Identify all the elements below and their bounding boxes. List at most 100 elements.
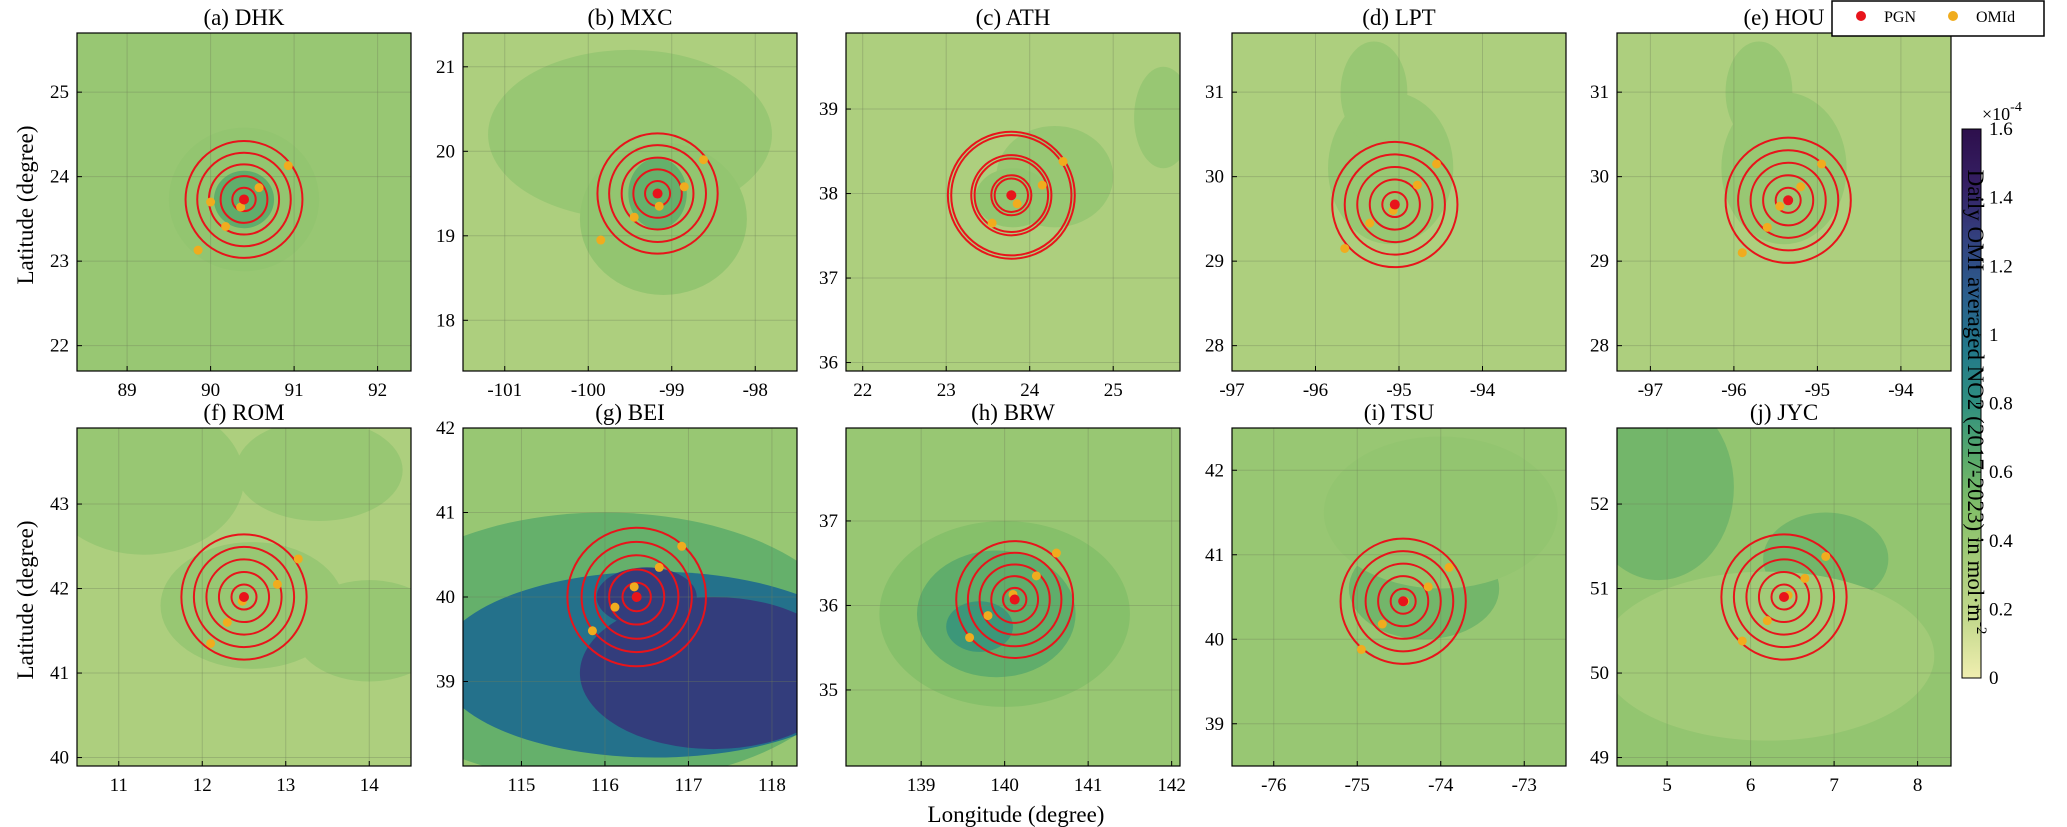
omid-point [1737,248,1747,258]
omid-point [587,626,597,636]
colorbar-label-sup: -2 [1973,622,1989,635]
omid-point [1762,616,1772,626]
distance-ring [1724,136,1852,264]
colorbar-tick-label: 0.6 [1989,462,2013,483]
contour-region [1134,66,1180,169]
colorbar-exponent-base: ×10 [1982,104,2010,124]
colorbar-label-text: Daily OMI averaged NO2 (2017-2023) in mo… [1963,170,1988,622]
colorbar-exponent-power: -4 [2010,100,2022,115]
pgn-site-point [239,194,249,205]
legend-label-omid: OMId [1976,9,2015,26]
panel-field [1232,428,1566,766]
omid-point [1796,182,1806,192]
distance-ring [1389,587,1417,615]
panel-5: -97 -96 -95 -94 28 29 30 31 (e) HOU [1590,5,1952,401]
colorbar-tick-label: 0.2 [1989,599,2013,620]
omid-point [1737,636,1747,646]
distance-ring [1749,161,1827,239]
distance-ring [966,551,1063,648]
x-tick-label: -97 [1638,380,1663,401]
distance-ring [596,132,719,255]
x-tick-label: -94 [1470,380,1496,401]
y-tick-label: 29 [1205,251,1224,272]
y-tick-label: 29 [1590,251,1609,272]
x-tick-label: -96 [1303,380,1328,401]
y-tick-label: 39 [819,99,838,120]
panel-8: 139 140 141 142 35 36 37 (h) BRW [819,400,1186,796]
omid-point [1762,222,1772,232]
omid-point [1037,180,1047,190]
distance-ring [1745,558,1823,636]
colorbar-tick-label: 1.4 [1989,188,2013,209]
x-tick-label: 8 [1913,775,1923,796]
contour-region [294,580,411,682]
distance-ring [1339,537,1467,665]
omid-point [254,183,264,193]
panel-title: (d) LPT [1362,5,1435,30]
x-tick-label: -99 [659,380,684,401]
omid-point [987,218,997,228]
contour-region [1340,41,1408,143]
panel-field [1617,428,1951,766]
panel-field [1232,33,1566,371]
contour-region [579,597,797,750]
y-tick-label: 35 [819,680,838,701]
x-tick-label: 23 [937,380,956,401]
x-axis-label: Longitude (degree) [928,802,1105,827]
distance-ring [1001,586,1028,613]
x-tick-label: -94 [1888,380,1914,401]
y-axis-label-bottom: Latitude (degree) [13,521,38,680]
colorbar-tick-label: 1.2 [1989,256,2013,277]
x-tick-label: -75 [1345,775,1370,796]
x-tick-label: 11 [110,775,128,796]
x-tick-label: 24 [1020,380,1040,401]
omid-point [1412,180,1422,190]
x-tick-label: -96 [1721,380,1746,401]
legend-marker-omid [1948,11,1958,21]
panel-title: (f) ROM [203,400,284,425]
panels-layer: 89 90 91 92 22 23 24 25 (a) DHK -101 -100 -99 -98 18 1… [50,5,1952,796]
omid-point [1365,218,1375,228]
panel-2: -101 -100 -99 -98 18 19 20 21 (b) MXC [436,5,798,401]
omid-point [1817,159,1827,169]
x-tick-label: -98 [743,380,768,401]
distance-ring [1331,140,1459,269]
contour-region [77,428,244,555]
x-tick-label: -101 [487,380,522,401]
distance-ring [1343,153,1446,256]
distance-ring [217,570,271,624]
panel-title: (j) JYC [1750,400,1818,425]
panel-title: (h) BRW [971,400,1055,425]
x-tick-label: 118 [758,775,786,796]
omid-point [1031,571,1041,581]
panel-title: (a) DHK [203,5,284,30]
y-tick-label: 30 [1205,167,1224,188]
panel-frame [76,32,412,372]
y-tick-label: 37 [819,511,838,532]
y-tick-label: 39 [1205,714,1224,735]
y-tick-label: 38 [819,184,838,205]
y-tick-label: 43 [50,494,69,515]
panel-frame [1616,32,1952,372]
panel-frame [845,427,1181,767]
distance-ring [621,581,652,613]
omid-point [1058,156,1068,166]
colorbar-label: Daily OMI averaged NO2 (2017-2023) in mo… [1963,170,1989,635]
distance-ring [1737,149,1840,252]
distance-ring [1381,191,1409,219]
x-tick-label: 12 [193,775,212,796]
y-tick-label: 40 [1205,629,1224,650]
panel-4: -97 -96 -95 -94 28 29 30 31 (d) LPT [1205,5,1567,401]
panel-6: 11 12 13 14 40 41 42 43 (f) ROM [50,400,412,796]
x-tick-label: -76 [1261,775,1286,796]
distance-ring [990,174,1033,217]
y-axis-label-top: Latitude (degree) [13,126,38,285]
y-tick-label: 37 [819,268,838,289]
distance-ring [990,575,1040,624]
pgn-site-point [652,188,663,199]
colorbar-tick-label: 1 [1989,325,1999,346]
x-tick-label: 22 [853,380,872,401]
distance-ring [580,540,693,654]
distance-ring [192,545,296,649]
omid-point [629,582,639,592]
